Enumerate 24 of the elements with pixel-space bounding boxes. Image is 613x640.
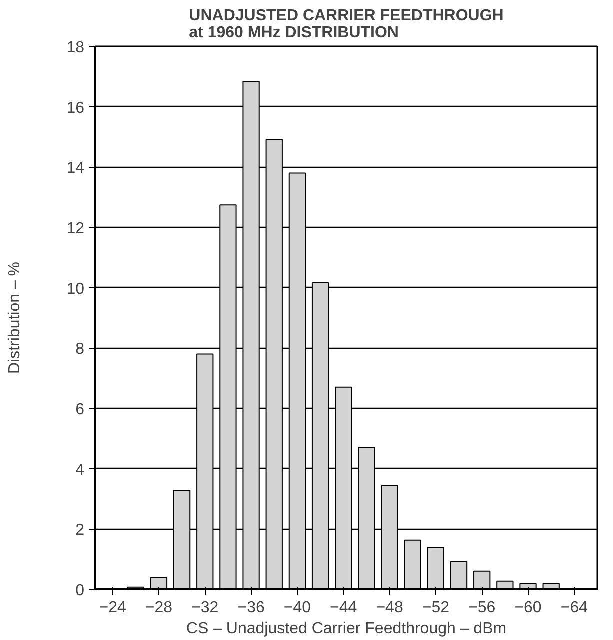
x-tick-label: −24 <box>99 600 126 616</box>
y-tick-label: 8 <box>76 341 85 358</box>
y-tick-label: 2 <box>76 522 85 540</box>
y-tick-label: 14 <box>66 160 85 178</box>
y-tick-label: 16 <box>66 100 85 117</box>
x-tick-label: −32 <box>192 600 219 616</box>
y-axis-title: Distribution – % <box>6 262 24 374</box>
x-tick-label: −44 <box>330 600 358 616</box>
x-tick-label: −60 <box>514 600 542 616</box>
y-tick-label: 0 <box>76 582 85 600</box>
x-tick-label: −48 <box>376 600 404 616</box>
y-tick-label: 18 <box>66 40 85 56</box>
chart-title: UNADJUSTED CARRIER FEEDTHROUGH at 1960 MHz DISTRIBUTION <box>189 8 504 42</box>
y-tick-label: 10 <box>66 280 85 298</box>
x-tick-label: −28 <box>145 600 173 616</box>
x-axis-title: CS – Unadjusted Carrier Feedthrough – dBm <box>186 620 507 638</box>
x-tick-label: −40 <box>284 600 312 616</box>
y-tick-label: 6 <box>76 402 85 418</box>
x-tick-label: −64 <box>560 600 588 616</box>
y-tick-label: 4 <box>76 462 85 479</box>
y-tick-label: 12 <box>66 220 85 238</box>
x-tick-label: −52 <box>422 600 450 616</box>
x-tick-label: −56 <box>468 600 496 616</box>
x-tick-label: −36 <box>238 600 265 616</box>
